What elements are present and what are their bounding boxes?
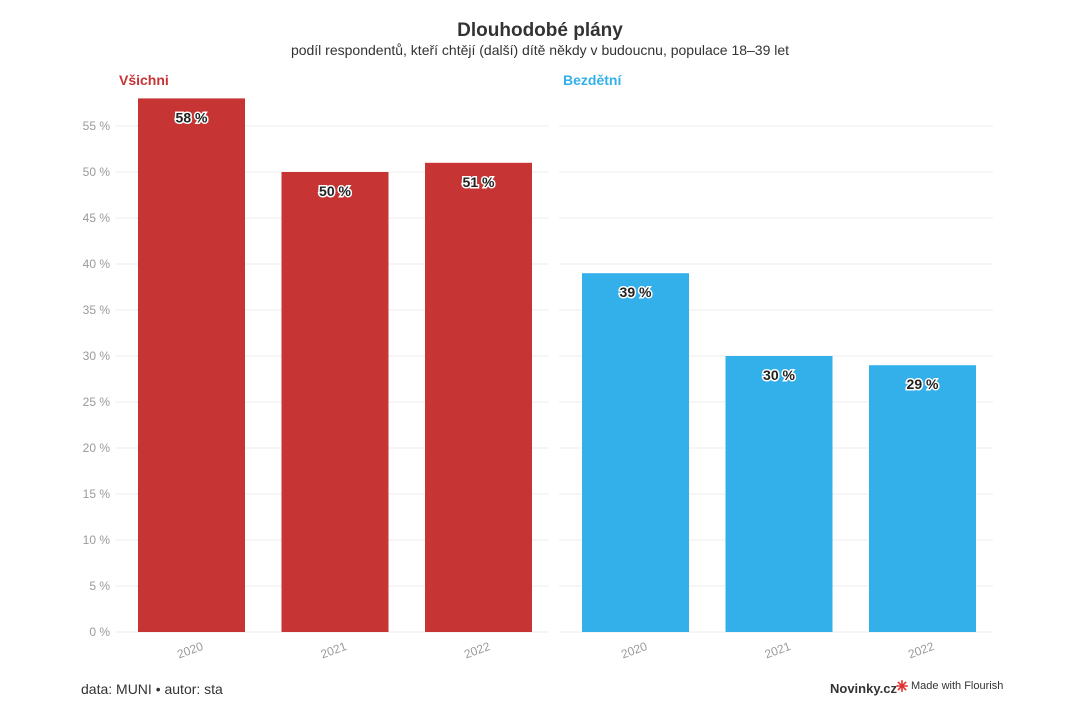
x-tick-label: 2022	[462, 639, 492, 661]
y-tick-label: 40 %	[83, 257, 111, 271]
chart-subtitle: podíl respondentů, kteří chtějí (další) …	[290, 42, 790, 58]
data-label: 58 %	[176, 109, 208, 125]
bar[interactable]	[425, 162, 532, 633]
bar[interactable]	[869, 365, 976, 632]
y-tick-label: 30 %	[83, 349, 111, 363]
y-tick-label: 50 %	[83, 165, 111, 179]
y-tick-label: 25 %	[83, 395, 111, 409]
y-tick-label: 0 %	[89, 625, 110, 639]
data-label: 51 %	[463, 174, 495, 190]
made-with-flourish-link[interactable]: Made with Flourish	[896, 680, 1003, 692]
flourish-starburst-icon	[896, 680, 908, 692]
data-label: 29 %	[907, 376, 939, 392]
data-label: 30 %	[763, 367, 795, 383]
flourish-label: Made with Flourish	[911, 680, 1004, 692]
y-tick-label: 10 %	[83, 533, 111, 547]
data-label: 39 %	[620, 284, 652, 300]
panel-label-bezdetni: Bezdětní	[563, 72, 622, 88]
y-tick-label: 20 %	[83, 441, 111, 455]
footer-source: data: MUNI • autor: sta	[81, 681, 223, 697]
panel-label-vsichni: Všichni	[119, 72, 169, 88]
bar[interactable]	[281, 172, 389, 632]
bar[interactable]	[138, 98, 245, 632]
x-tick-label: 2021	[319, 639, 349, 661]
bar[interactable]	[725, 356, 833, 632]
footer-brand[interactable]: Novinky.cz	[830, 681, 897, 696]
x-tick-label: 2022	[906, 639, 936, 661]
y-tick-label: 5 %	[89, 579, 110, 593]
x-tick-label: 2020	[175, 639, 205, 661]
y-tick-label: 55 %	[83, 119, 111, 133]
chart-title: Dlouhodobé plány	[457, 20, 623, 41]
x-tick-label: 2020	[619, 639, 649, 661]
y-tick-label: 15 %	[83, 487, 111, 501]
x-tick-label: 2021	[763, 639, 793, 661]
data-label: 50 %	[319, 183, 351, 199]
y-tick-label: 45 %	[83, 211, 111, 225]
bar[interactable]	[582, 273, 689, 632]
y-tick-label: 35 %	[83, 303, 111, 317]
